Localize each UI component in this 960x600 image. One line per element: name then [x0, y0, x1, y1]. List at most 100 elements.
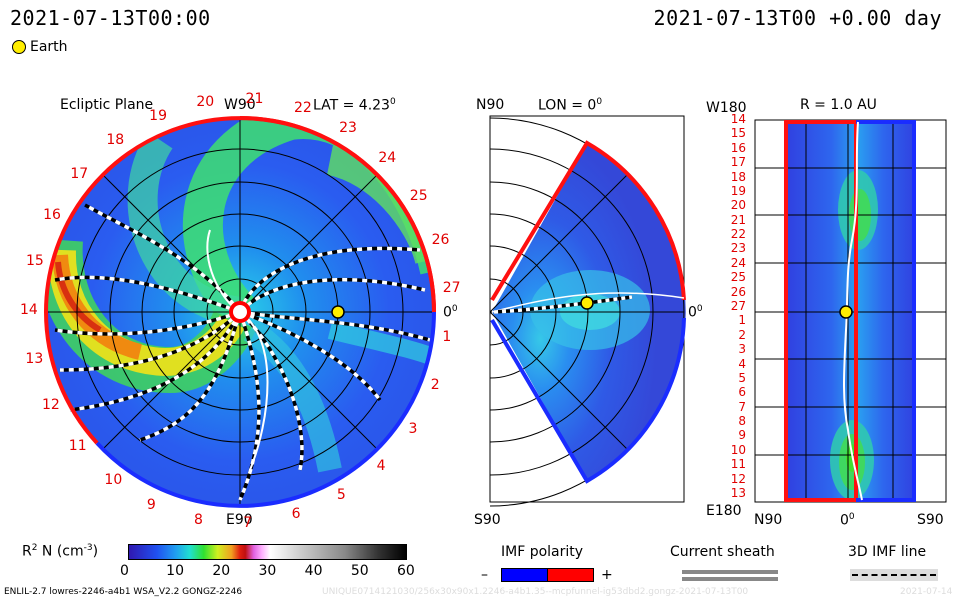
rotation-number-4: 4	[376, 458, 386, 475]
meridional-n90-label: N90	[476, 97, 505, 113]
radial-row-label-3: 3	[738, 342, 746, 357]
radial-e180-label: E180	[706, 503, 742, 519]
meridional-earth-marker	[580, 296, 594, 310]
rotation-number-7: 7	[243, 514, 253, 531]
rotation-number-11: 11	[68, 438, 87, 455]
ecliptic-zero-label: 00	[443, 304, 458, 321]
rotation-number-9: 9	[146, 497, 156, 514]
radial-row-label-18: 18	[730, 169, 746, 184]
radial-row-label-6: 6	[738, 385, 746, 400]
radial-row-label-7: 7	[738, 399, 746, 414]
radial-row-label-9: 9	[738, 428, 746, 443]
earth-legend-icon	[12, 40, 26, 54]
radial-row-label-1: 1	[738, 313, 746, 328]
rotation-number-15: 15	[26, 252, 44, 269]
rotation-number-8: 8	[193, 511, 203, 528]
radial-r-label: R = 1.0 AU	[800, 97, 877, 113]
rotation-number-26: 26	[431, 231, 450, 248]
radial-row-label-16: 16	[730, 140, 746, 155]
radial-row-label-12: 12	[730, 471, 746, 486]
colorbar-tick-30: 30	[258, 563, 277, 579]
radial-row-label-20: 20	[730, 198, 746, 213]
rotation-number-14: 14	[20, 301, 38, 318]
radial-row-label-27: 27	[730, 299, 746, 313]
radial-row-label-13: 13	[730, 486, 746, 500]
colorbar-tick-60: 60	[397, 563, 415, 579]
radial-zero-label: 00	[840, 512, 855, 529]
imf-positive-swatch	[547, 568, 594, 582]
rotation-number-2: 2	[430, 376, 440, 393]
radial-w180-label: W180	[706, 100, 747, 116]
meridional-zero-label: 00	[688, 304, 703, 321]
colorbar-label: R2 N (cm-3)	[22, 543, 99, 560]
earth-legend-label: Earth	[30, 39, 68, 55]
rotation-number-5: 5	[336, 487, 346, 504]
ecliptic-w90-label: W90	[224, 97, 256, 113]
rotation-number-12: 12	[41, 397, 60, 414]
colorbar-tick-40: 40	[304, 563, 323, 579]
colorbar-tick-0: 0	[120, 563, 129, 579]
rotation-number-20: 20	[196, 94, 215, 110]
imf-polarity-title: IMF polarity	[501, 544, 584, 560]
radial-row-label-15: 15	[730, 126, 746, 141]
rotation-number-10: 10	[104, 472, 123, 489]
rotation-number-6: 6	[291, 506, 301, 523]
rotation-number-25: 25	[409, 187, 428, 204]
radial-n90-label: N90	[754, 512, 783, 528]
radial-row-label-2: 2	[738, 327, 746, 342]
radial-row-label-26: 26	[730, 284, 746, 299]
ecliptic-earth-marker	[331, 305, 345, 319]
radial-row-label-22: 22	[730, 227, 746, 242]
imf-line-sample	[852, 574, 936, 576]
radial-row-label-25: 25	[730, 270, 746, 285]
ecliptic-lat-label: LAT = 4.230	[313, 97, 396, 114]
current-sheath-line-1	[682, 570, 778, 574]
radial-earth-marker	[839, 305, 853, 319]
footer-middle: UNIQUE0714121030/256x30x90x1.2246-a4b1.3…	[322, 587, 749, 597]
rotation-number-13: 13	[25, 350, 44, 367]
colorbar-tick-10: 10	[166, 563, 184, 579]
radial-row-label-5: 5	[738, 370, 746, 385]
radial-row-label-21: 21	[730, 212, 746, 227]
rotation-number-23: 23	[339, 120, 357, 137]
radial-row-label-8: 8	[738, 414, 746, 429]
rotation-number-22: 22	[293, 100, 312, 117]
rotation-number-27: 27	[442, 279, 461, 296]
radial-row-label-14: 14	[730, 112, 746, 126]
header-right-time: 2021-07-13T00 +0.00 day	[653, 6, 942, 30]
header-left-time: 2021-07-13T00:00	[10, 6, 211, 30]
imf-plus-label: +	[601, 567, 613, 583]
radial-s90-label: S90	[917, 512, 944, 528]
radial-row-label-17: 17	[730, 155, 746, 170]
meridional-s90-label: S90	[474, 512, 501, 528]
rotation-number-21: 21	[245, 91, 264, 108]
current-sheath-title: Current sheath	[670, 544, 775, 560]
ecliptic-title: Ecliptic Plane	[60, 97, 154, 113]
colorbar	[128, 544, 407, 560]
radial-row-label-11: 11	[730, 457, 746, 472]
imf-negative-swatch	[501, 568, 548, 582]
radial-row-label-23: 23	[730, 241, 746, 256]
footer-left: ENLIL-2.7 lowres-2246-a4b1 WSA_V2.2 GONG…	[4, 587, 243, 597]
radial-row-label-24: 24	[730, 255, 746, 270]
imf-minus-label: –	[481, 567, 488, 583]
ecliptic-e90-label: E90	[226, 512, 253, 528]
colorbar-tick-20: 20	[212, 563, 231, 579]
rotation-number-18: 18	[106, 132, 125, 149]
rotation-number-16: 16	[43, 206, 61, 223]
rotation-number-3: 3	[408, 420, 418, 437]
radial-row-label-19: 19	[730, 183, 746, 198]
current-sheath-line-2	[682, 577, 778, 581]
radial-row-label-10: 10	[730, 442, 746, 457]
rotation-number-1: 1	[442, 328, 452, 345]
radial-row-label-4: 4	[738, 356, 746, 371]
meridional-lon-label: LON = 00	[538, 97, 603, 114]
rotation-number-19: 19	[149, 107, 167, 124]
colorbar-tick-50: 50	[350, 563, 369, 579]
footer-right: 2021-07-14	[900, 587, 953, 597]
rotation-number-24: 24	[378, 149, 397, 166]
rotation-number-17: 17	[70, 165, 89, 182]
